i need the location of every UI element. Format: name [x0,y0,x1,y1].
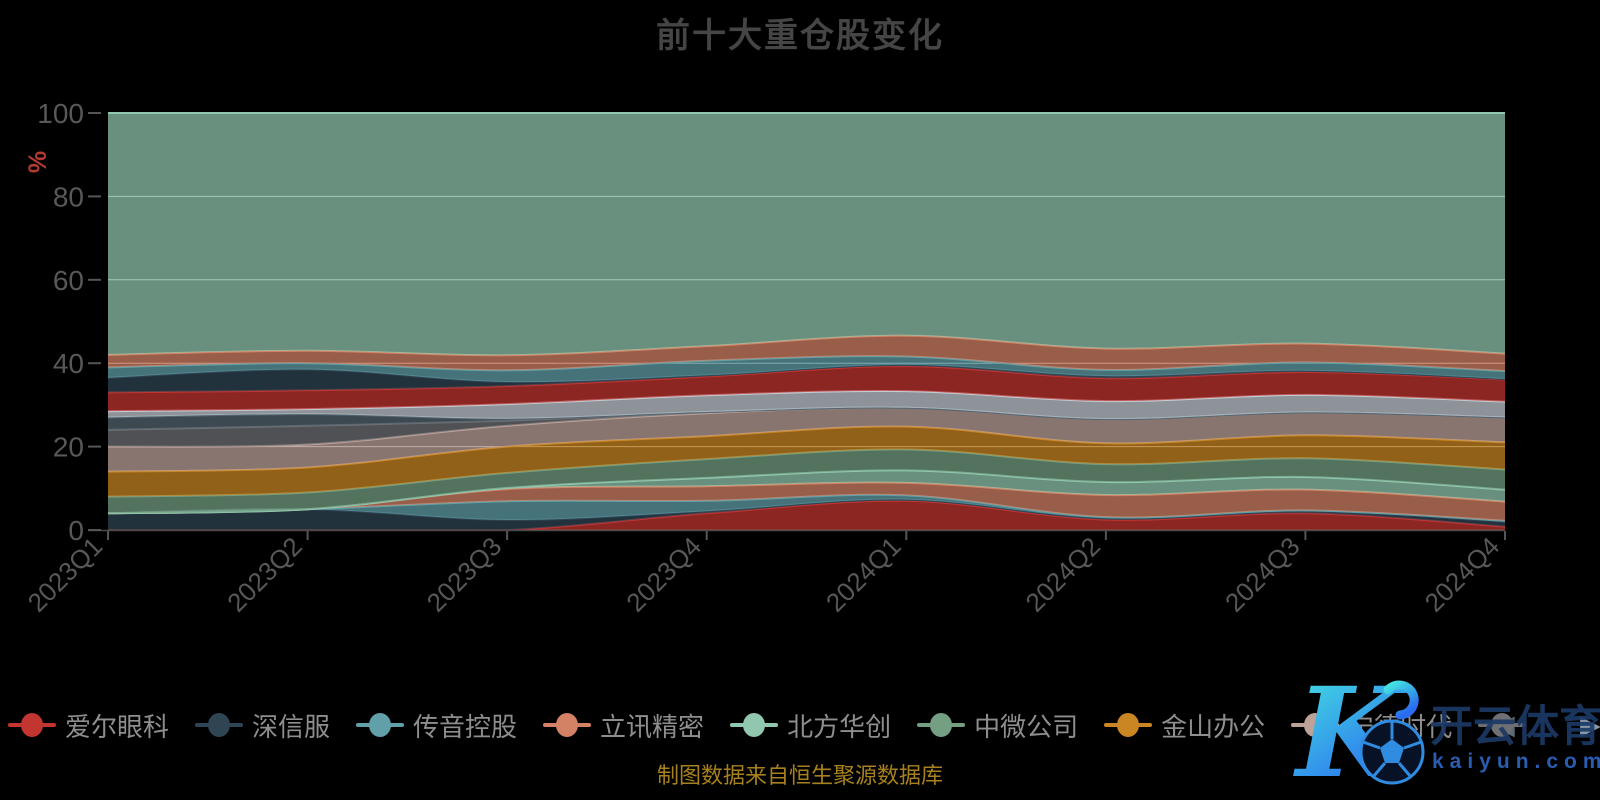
x-axis-tick-label: 2023Q2 [221,531,308,618]
area-series-金山办公[interactable] [108,426,1505,497]
legend-item-立讯精密[interactable]: 立讯精密 [543,707,704,744]
y-axis-tick-label: 60 [53,265,84,296]
area-series-宁德时代[interactable] [108,407,1505,472]
area-series-stack-10[interactable] [108,407,1505,430]
legend-item-label: 传音控股 [413,711,518,742]
watermark-domain-text: kaiyun.com [1432,750,1600,773]
legend-item-爱尔眼科[interactable]: 爱尔眼科 [8,707,169,744]
area-series-stack-14[interactable] [108,356,1505,383]
series-line-stack-15 [107,334,1506,357]
page-title: 前十大重仓股变化 [656,17,944,55]
area-series-爱尔眼科[interactable] [108,500,1505,530]
area-series-stack-11[interactable] [108,390,1505,420]
legend-line-circle-icon [1478,711,1527,739]
series-line-stack-10 [107,406,1506,421]
legend-line-circle-icon [543,711,592,739]
area-series-深信服[interactable] [108,499,1505,530]
area-series-stack-16[interactable] [108,113,1505,356]
legend-item-hidden-9[interactable] [1478,711,1535,739]
legend-item-label: 爱尔眼科 [65,711,170,742]
area-series-stack-9[interactable] [108,407,1505,447]
y-axis-tick-label: 20 [53,432,84,463]
legend-line-circle-icon [917,711,966,739]
x-axis-tick-label: 2024Q3 [1219,531,1306,618]
legend-line-circle-icon [1291,711,1340,739]
y-axis-unit-label: % [24,151,52,173]
area-series-中微公司[interactable] [108,449,1505,514]
area-series-stack-15[interactable] [108,335,1505,372]
area-series-北方华创[interactable] [108,470,1505,514]
x-axis-tick-label: 2024Q1 [820,531,907,618]
legend: 爱尔眼科深信服传音控股立讯精密北方华创中微公司金山办公宁德时代 [8,702,1535,748]
kaiyun-logo-icon: K [1293,664,1425,798]
watermark-brand-text: 开云体育 [1430,703,1600,751]
legend-item-北方华创[interactable]: 北方华创 [730,707,891,744]
legend-next-page-icon[interactable]: ▶ [1580,710,1600,741]
x-axis-tick-label: 2024Q2 [1020,531,1107,618]
area-series-传音控股[interactable] [108,494,1505,522]
legend-item-label: 北方华创 [787,711,892,742]
area-series-立讯精密[interactable] [108,482,1505,521]
legend-item-中微公司[interactable]: 中微公司 [917,707,1078,744]
series-line-stack-13 [107,363,1506,384]
legend-item-label: 深信服 [252,711,331,742]
legend-line-circle-icon [1104,711,1153,739]
area-series-stack-12[interactable] [108,366,1505,412]
legend-item-label: 立讯精密 [600,711,705,742]
kaiyun-watermark: K 开云体育 kaiyun.com [1292,664,1600,798]
y-axis-tick-label: 100 [37,98,84,129]
x-axis-tick-label: 2023Q3 [421,531,508,618]
y-axis-tick-label: 80 [53,181,84,212]
legend-item-金山办公[interactable]: 金山办公 [1104,707,1265,744]
legend-item-label: 金山办公 [1161,711,1266,742]
legend-line-circle-icon [195,711,244,739]
legend-line-circle-icon [730,711,779,739]
legend-item-传音控股[interactable]: 传音控股 [356,707,517,744]
data-source-caption: 制图数据来自恒生聚源数据库 [656,763,943,788]
legend-line-circle-icon [8,711,56,739]
area-series-group [107,111,1506,532]
y-axis-tick-label: 40 [53,348,84,379]
legend-line-circle-icon [356,711,405,739]
x-axis-tick-label: 2023Q4 [620,531,707,618]
y-axis-tick-label: 0 [68,515,84,546]
x-axis-tick-label: 2024Q4 [1419,531,1506,618]
series-line-stack-14 [107,355,1506,373]
legend-item-label: 中微公司 [974,711,1079,742]
soccer-ball-icon [1359,719,1425,785]
legend-item-深信服[interactable]: 深信服 [195,707,330,744]
x-axis-tick-label: 2023Q1 [22,531,109,618]
area-series-stack-13[interactable] [108,364,1505,393]
